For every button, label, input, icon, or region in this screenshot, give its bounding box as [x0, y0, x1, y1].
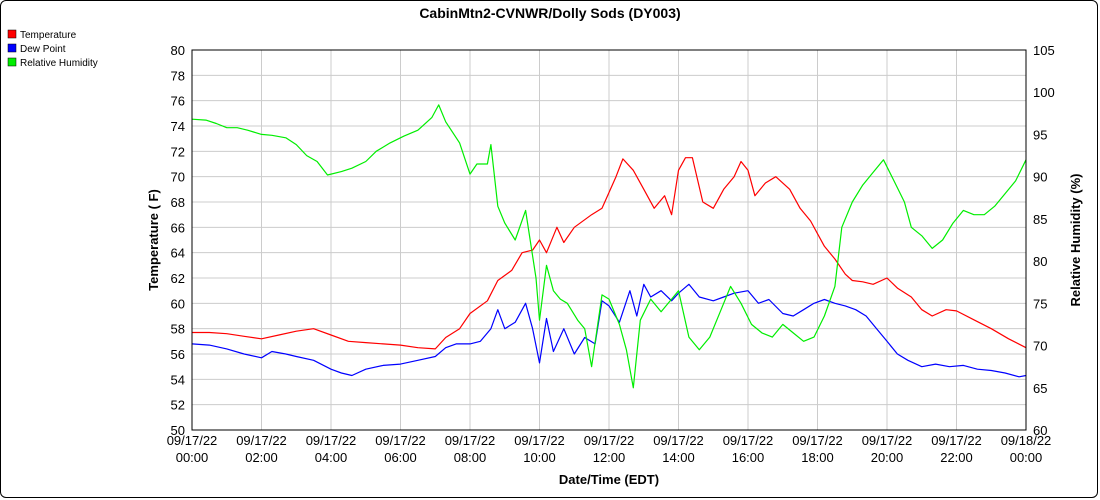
y-tick-label: 58: [171, 322, 185, 337]
y2-tick-label: 60: [1033, 423, 1047, 438]
x-tick-date: 09/17/22: [792, 433, 843, 448]
x-tick-date: 09/17/22: [862, 433, 913, 448]
y-tick-label: 54: [171, 372, 185, 387]
y-tick-label: 64: [171, 246, 185, 261]
y2-tick-label: 70: [1033, 339, 1047, 354]
x-tick-time: 04:00: [315, 450, 348, 465]
x-tick-date: 09/17/22: [584, 433, 635, 448]
y-tick-label: 78: [171, 68, 185, 83]
x-tick-time: 14:00: [662, 450, 695, 465]
y-tick-label: 50: [171, 423, 185, 438]
x-tick-time: 12:00: [593, 450, 626, 465]
series-line-relative-humidity: [191, 104, 1027, 389]
legend-swatch-temperature: [7, 29, 17, 39]
y-tick-label: 72: [171, 144, 185, 159]
y-tick-label: 68: [171, 195, 185, 210]
y-tick-label: 60: [171, 296, 185, 311]
y2-tick-label: 80: [1033, 254, 1047, 269]
y-tick-label: 74: [171, 119, 185, 134]
legend-label-relative-humidity: Relative Humidity: [20, 58, 98, 69]
y2-tick-label: 65: [1033, 381, 1047, 396]
chart-title: CabinMtn2-CVNWR/Dolly Sods (DY003): [419, 5, 680, 21]
x-tick-date: 09/17/22: [236, 433, 287, 448]
x-tick-time: 00:00: [176, 450, 209, 465]
x-tick-date: 09/17/22: [653, 433, 704, 448]
y-axis-ticks: 50 52 54 56 58 60 62 64 66 68 70 72 74 76 78 80: [171, 43, 185, 438]
x-tick-date: 09/17/22: [445, 433, 496, 448]
y-tick-label: 56: [171, 347, 185, 362]
x-tick-time: 08:00: [454, 450, 487, 465]
x-tick-time: 16:00: [732, 450, 765, 465]
x-tick-time: 00:00: [1010, 450, 1043, 465]
legend-label-dew-point: Dew Point: [20, 44, 66, 55]
x-axis-ticks: 09/17/22 00:00 09/17/22 02:00 09/17/22 04:00 0…: [167, 433, 1052, 465]
y-tick-label: 70: [171, 170, 185, 185]
y2-tick-label: 95: [1033, 127, 1047, 142]
y-tick-label: 52: [171, 398, 185, 413]
plot-border: [191, 49, 1027, 431]
x-tick-time: 20:00: [871, 450, 904, 465]
series-line-dew-point: [191, 283, 1027, 378]
y2-axis-label: Relative Humidity (%): [1068, 174, 1083, 307]
y-tick-label: 76: [171, 94, 185, 109]
legend-swatch-dew-point: [7, 43, 17, 53]
x-tick-time: 18:00: [801, 450, 834, 465]
y2-tick-label: 100: [1033, 85, 1055, 100]
x-axis-label: Date/Time (EDT): [559, 472, 659, 487]
y2-tick-label: 75: [1033, 296, 1047, 311]
x-tick-date: 09/17/22: [375, 433, 426, 448]
x-tick-time: 02:00: [245, 450, 278, 465]
x-tick-time: 06:00: [384, 450, 417, 465]
y-tick-label: 62: [171, 271, 185, 286]
y-axis-label: Temperature ( F): [146, 189, 161, 291]
legend-swatch-relative-humidity: [7, 57, 17, 67]
x-tick-time: 22:00: [940, 450, 973, 465]
x-tick-time: 10:00: [523, 450, 556, 465]
y2-tick-label: 85: [1033, 212, 1047, 227]
x-tick-date: 09/18/22: [1001, 433, 1052, 448]
x-tick-date: 09/17/22: [306, 433, 357, 448]
y-tick-label: 66: [171, 220, 185, 235]
series-group: [191, 104, 1027, 389]
legend: Temperature Dew Point Relative Humidity: [7, 29, 98, 69]
y-tick-label: 80: [171, 43, 185, 58]
legend-label-temperature: Temperature: [20, 30, 77, 41]
x-tick-date: 09/17/22: [723, 433, 774, 448]
series-line-temperature: [192, 157, 1027, 350]
y2-axis-ticks: 60 65 70 75 80 85 90 95 100 105: [1033, 43, 1055, 438]
grid: [191, 49, 1027, 431]
y2-tick-label: 90: [1033, 170, 1047, 185]
x-tick-date: 09/17/22: [514, 433, 565, 448]
x-tick-date: 09/17/22: [167, 433, 218, 448]
y2-tick-label: 105: [1033, 43, 1055, 58]
x-tick-date: 09/17/22: [931, 433, 982, 448]
